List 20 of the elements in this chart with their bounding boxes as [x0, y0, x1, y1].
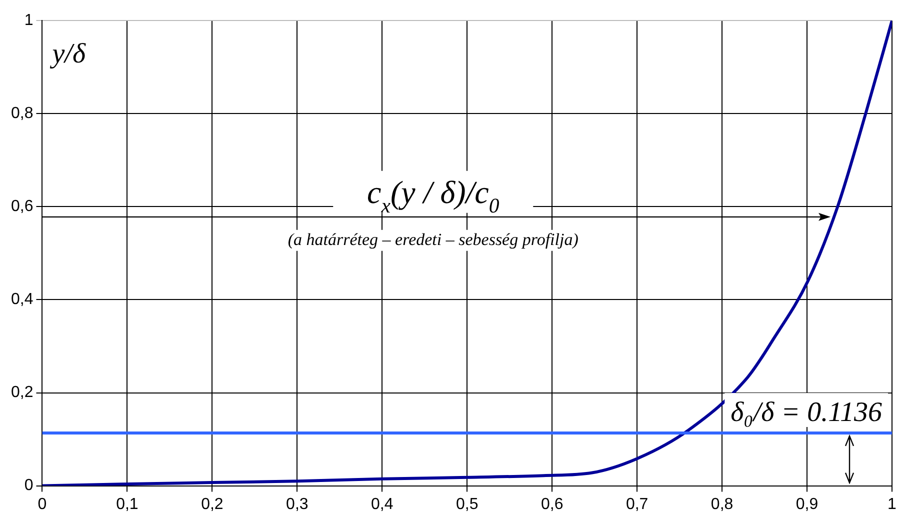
x-tick-label: 0,1 [116, 496, 138, 513]
x-tick-label: 1 [888, 496, 897, 513]
x-tick-label: 0,7 [626, 496, 648, 513]
x-tick-label: 0,5 [456, 496, 478, 513]
y-tick-label: 1 [24, 12, 34, 30]
y-tick-label: 0,4 [10, 291, 34, 308]
annotation: (a határréteg – eredeti – sebesség profilja) [288, 230, 579, 249]
y-tick-label: 0 [24, 477, 34, 494]
x-tick-label: 0,8 [710, 496, 734, 513]
x-tick-label: 0,4 [371, 496, 394, 513]
ref-line-label: δ₀/δ = 0.1136 [730, 396, 882, 428]
y-tick-label: 0,6 [10, 198, 34, 216]
x-tick-label: 0,2 [201, 496, 224, 513]
y-axis-title: y/δ [49, 38, 86, 70]
x-tick-label: 0,3 [286, 496, 308, 513]
y-tick-label: 0,2 [10, 384, 34, 402]
y-tick-label: 0,8 [10, 105, 34, 122]
x-tick-label: 0,9 [796, 496, 818, 513]
x-tick-label: 0,6 [540, 496, 564, 513]
x-tick-label: 0 [38, 496, 47, 513]
